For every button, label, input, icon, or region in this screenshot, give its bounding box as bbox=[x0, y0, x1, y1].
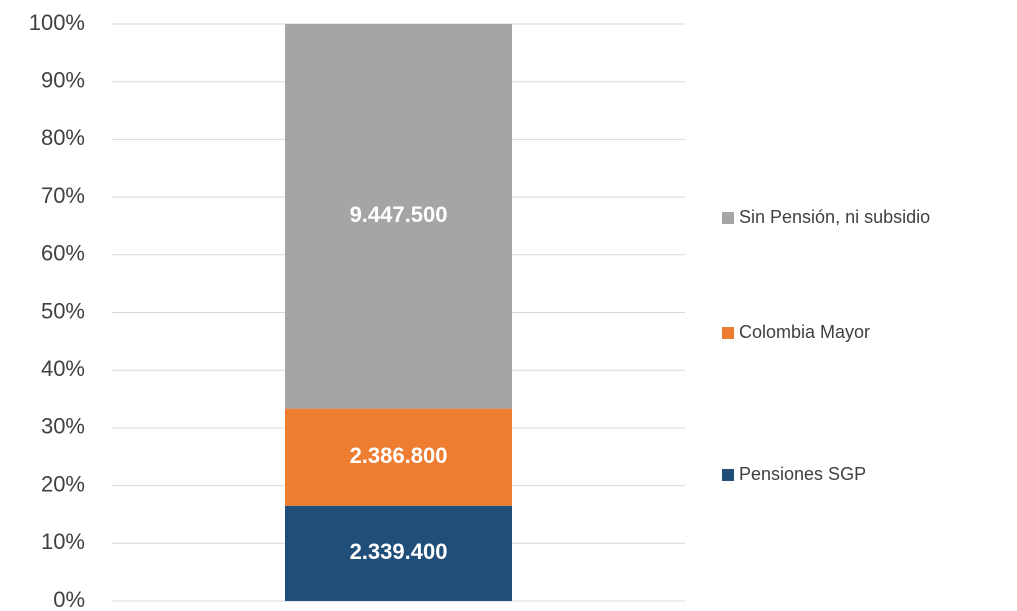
y-tick-label: 30% bbox=[41, 414, 85, 439]
y-tick-label: 80% bbox=[41, 125, 85, 150]
y-tick-label: 100% bbox=[29, 10, 85, 35]
bar-segment bbox=[285, 24, 512, 409]
y-tick-label: 90% bbox=[41, 68, 85, 93]
legend-swatch bbox=[722, 469, 734, 481]
y-tick-label: 40% bbox=[41, 356, 85, 381]
y-tick-label: 0% bbox=[53, 587, 85, 611]
y-tick-label: 10% bbox=[41, 529, 85, 554]
bar-segment bbox=[285, 505, 512, 601]
y-tick-label: 60% bbox=[41, 241, 85, 266]
legend-label: Colombia Mayor bbox=[739, 322, 870, 342]
y-tick-label: 70% bbox=[41, 183, 85, 208]
legend-label: Sin Pensión, ni subsidio bbox=[739, 207, 930, 227]
y-tick-label: 50% bbox=[41, 298, 85, 323]
data-label: 2.339.400 bbox=[350, 539, 448, 564]
legend-label: Pensiones SGP bbox=[739, 464, 866, 484]
legend-swatch bbox=[722, 212, 734, 224]
y-tick-label: 20% bbox=[41, 471, 85, 496]
data-label: 2.386.800 bbox=[350, 443, 448, 468]
data-label: 9.447.500 bbox=[350, 202, 448, 227]
legend-swatch bbox=[722, 327, 734, 339]
bar-segment bbox=[285, 408, 512, 506]
